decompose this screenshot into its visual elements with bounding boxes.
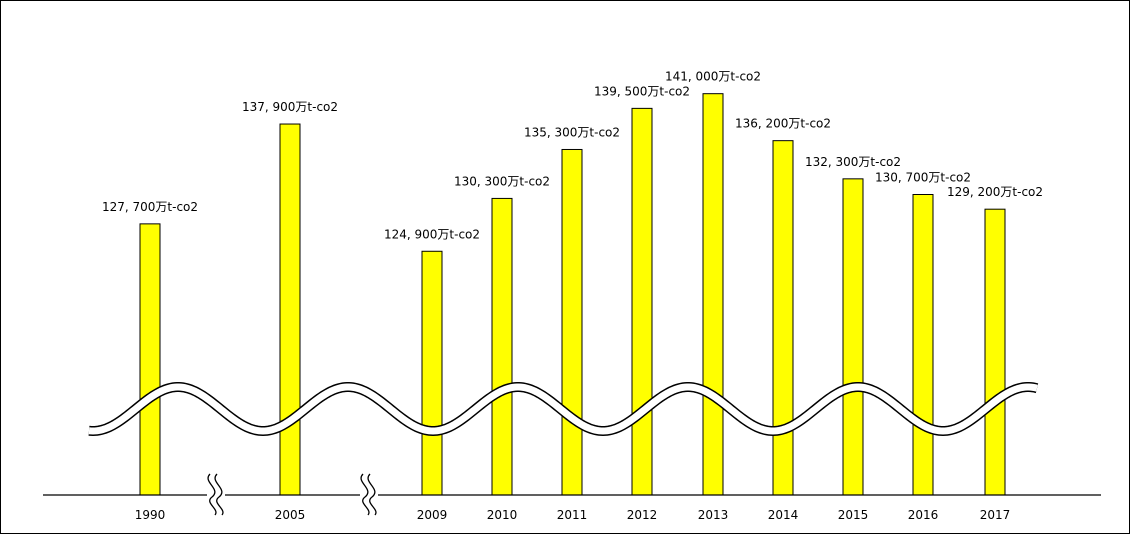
bar-2013 bbox=[702, 93, 724, 496]
bar-2015 bbox=[842, 178, 864, 496]
bar-2009 bbox=[421, 250, 443, 496]
x-tick-label-2010: 2010 bbox=[487, 508, 518, 522]
bar-2012 bbox=[631, 107, 653, 496]
bar-2017 bbox=[984, 208, 1006, 496]
bar-2016 bbox=[912, 194, 934, 496]
wave-band-fill bbox=[88, 383, 1038, 435]
x-tick-label-2013: 2013 bbox=[698, 508, 729, 522]
x-tick-label-2017: 2017 bbox=[980, 508, 1011, 522]
x-axis-tick-labels: 1990 2005 2009 2010 2011 2012 2013 2014 2015 2016… bbox=[135, 508, 1011, 522]
x-tick-label-2014: 2014 bbox=[768, 508, 799, 522]
bar-value-label-2009: 124, 900万t-co2 bbox=[384, 227, 480, 241]
axis-break-mark bbox=[360, 473, 378, 516]
x-axis-break-marks bbox=[207, 473, 378, 516]
bar-1990 bbox=[139, 223, 161, 496]
x-tick-label-2005: 2005 bbox=[275, 508, 306, 522]
x-tick-label-2015: 2015 bbox=[838, 508, 869, 522]
bars-layer bbox=[139, 93, 1006, 496]
bar-value-label-2016: 130, 700万t-co2 bbox=[875, 171, 971, 185]
x-tick-label-2016: 2016 bbox=[908, 508, 939, 522]
x-tick-label-2011: 2011 bbox=[557, 508, 588, 522]
bar-value-label-2017: 129, 200万t-co2 bbox=[947, 185, 1043, 199]
bar-value-label-2015: 132, 300万t-co2 bbox=[805, 155, 901, 169]
bar-value-label-2011: 135, 300万t-co2 bbox=[524, 125, 620, 139]
x-tick-label-1990: 1990 bbox=[135, 508, 166, 522]
bar-value-label-2014: 136, 200万t-co2 bbox=[735, 117, 831, 131]
bar-value-label-1990: 127, 700万t-co2 bbox=[102, 200, 198, 214]
bar-value-label-2010: 130, 300万t-co2 bbox=[454, 174, 550, 188]
bar-value-label-2005: 137, 900万t-co2 bbox=[242, 100, 338, 114]
bar-value-labels: 127, 700万t-co2 137, 900万t-co2 124, 900万t-c… bbox=[102, 70, 1043, 242]
bar-2005 bbox=[279, 123, 301, 496]
y-axis-break-band bbox=[88, 382, 1039, 437]
bar-2014 bbox=[772, 140, 794, 496]
bar-2010 bbox=[491, 197, 513, 496]
x-tick-label-2009: 2009 bbox=[417, 508, 448, 522]
axis-break-mark bbox=[207, 473, 225, 516]
bar-value-label-2013: 141, 000万t-co2 bbox=[665, 70, 761, 84]
bar-value-label-2012: 139, 500万t-co2 bbox=[594, 84, 690, 98]
x-tick-label-2012: 2012 bbox=[627, 508, 658, 522]
bar-2011 bbox=[561, 148, 583, 496]
